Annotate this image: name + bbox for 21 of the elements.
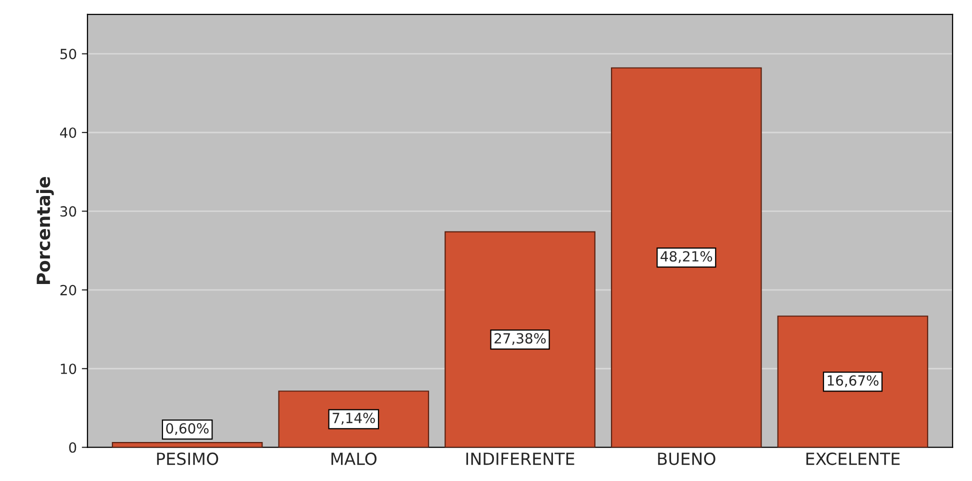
x-tick-label: MALO bbox=[332, 452, 377, 466]
y-tick-label: 10 bbox=[60, 364, 76, 374]
data-label: 7,14% bbox=[332, 412, 375, 425]
bar bbox=[444, 231, 596, 448]
x-tick-label: INDIFERENTE bbox=[466, 452, 574, 465]
data-label: 48,21% bbox=[660, 251, 712, 264]
y-tick-label: 40 bbox=[60, 127, 76, 138]
data-label: 16,67% bbox=[828, 375, 878, 388]
x-tick-label: EXCELENTE bbox=[806, 452, 900, 466]
y-axis-title: Porcentaje bbox=[36, 176, 54, 284]
data-label: 27,38% bbox=[494, 333, 546, 346]
y-tick-label: 30 bbox=[60, 206, 76, 217]
y-tick-label: 20 bbox=[60, 284, 76, 296]
x-tick-label: PESIMO bbox=[157, 452, 218, 466]
y-tick-label: 0 bbox=[69, 442, 76, 453]
y-tick-label: 50 bbox=[60, 48, 76, 60]
bar bbox=[112, 442, 263, 448]
bar bbox=[610, 67, 762, 448]
bar bbox=[777, 316, 928, 448]
data-label: 0,60% bbox=[166, 423, 209, 436]
x-tick-label: BUENO bbox=[658, 452, 716, 466]
